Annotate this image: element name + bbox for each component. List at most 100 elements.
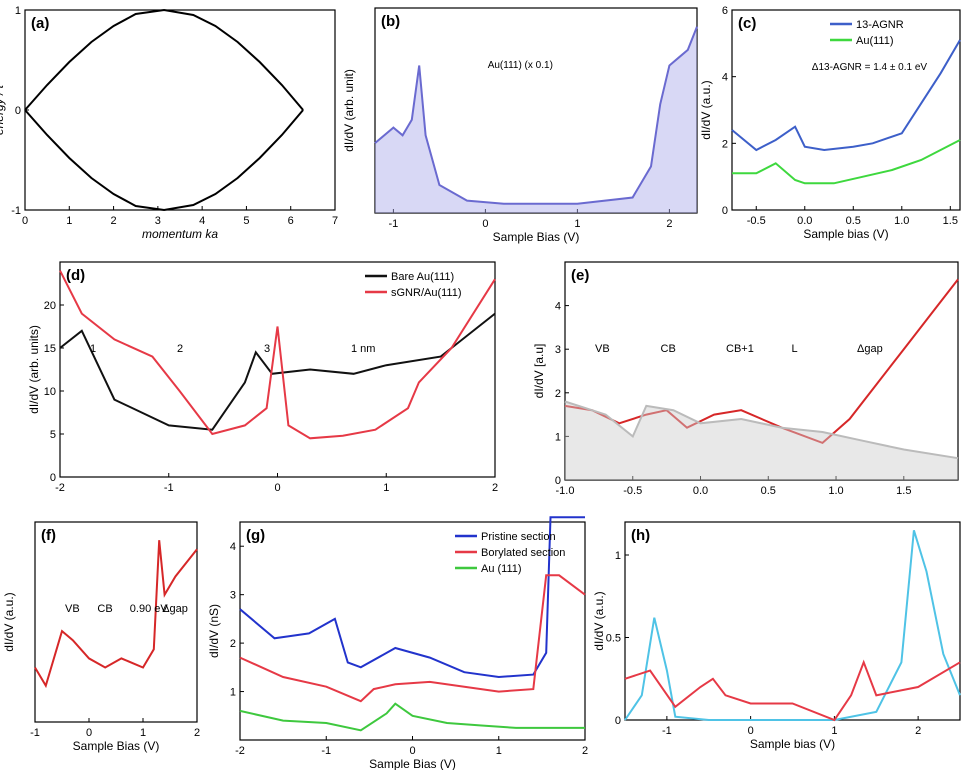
annotation-text: 2 [177, 343, 183, 355]
annotation-text: VB [65, 603, 80, 615]
plot-frame [564, 261, 959, 481]
x-tick-label: 0.5 [761, 485, 776, 497]
annotation-text: 3 [264, 343, 270, 355]
panel-label: (g) [246, 527, 265, 544]
annotation-text: CB [97, 603, 112, 615]
annotation-text: VB [595, 343, 610, 355]
series-line [624, 530, 961, 721]
y-axis-label: dI/dV (nS) [207, 604, 221, 658]
legend-entry: 13-AGNR [856, 19, 904, 31]
x-tick-label: 2 [194, 727, 200, 739]
legend-entry: Au (111) [481, 563, 522, 575]
x-axis-label: Sample Bias (V) [369, 757, 456, 770]
y-axis-label: dI/dV (arb. unit) [342, 69, 356, 152]
chart-panel-g: -2 -1 0 1 2 1 2 3 4 (g) Sample Bias (V) dI/dV (nS) P… [207, 516, 588, 770]
series-line [34, 540, 198, 689]
annotation-text: 1 [90, 343, 96, 355]
annotation-text: Δgap [857, 343, 883, 355]
y-tick-label: 0 [615, 715, 621, 727]
series-line [564, 400, 959, 460]
y-axis-label: dI/dV (a.u.) [2, 592, 16, 651]
panel-label: (h) [631, 527, 650, 544]
series-line [731, 39, 961, 152]
x-tick-label: 7 [332, 215, 338, 227]
y-tick-label: 4 [555, 301, 561, 313]
y-tick-label: 1 [555, 431, 561, 443]
x-tick-label: 0 [274, 482, 280, 494]
x-tick-label: 2 [582, 745, 588, 757]
panel-label: (e) [571, 267, 589, 284]
x-tick-label: 0 [748, 725, 754, 737]
plot-frame [34, 521, 198, 723]
y-tick-label: 10 [44, 386, 56, 398]
series-line [239, 574, 586, 703]
x-tick-label: -2 [235, 745, 245, 757]
plot-frame [24, 9, 336, 211]
y-tick-label: 6 [722, 5, 728, 17]
x-tick-label: -0.5 [623, 485, 642, 497]
x-axis-label: momentum ka [142, 227, 218, 241]
series-fill [565, 401, 958, 480]
series-line [59, 312, 496, 431]
x-axis-label: Sample bias (V) [750, 737, 835, 751]
x-tick-label: 4 [199, 215, 205, 227]
y-axis-label: dI/dV [a.u] [532, 344, 546, 399]
y-axis-label: dI/dV (a.u.) [592, 591, 606, 650]
x-tick-label: -1.0 [556, 485, 575, 497]
plot-frame [374, 7, 698, 214]
y-tick-label: 5 [50, 429, 56, 441]
plot-frame [731, 9, 961, 211]
series-fill [375, 26, 697, 213]
x-tick-label: 0.0 [693, 485, 708, 497]
series-line [732, 139, 961, 185]
x-tick-label: 0 [22, 215, 28, 227]
x-tick-label: -1 [662, 725, 672, 737]
x-tick-label: 0 [482, 218, 488, 230]
chart-panel-b: -1 0 1 2 (b) Sample Bias (V) dI/dV (arb. unit)… [342, 7, 698, 244]
chart-panel-h: -1 0 1 2 0 0.5 1 (h) Sample bias (V) dI/dV (a.u.) [592, 521, 961, 751]
x-tick-label: 1 [66, 215, 72, 227]
x-tick-label: 1 [831, 725, 837, 737]
y-tick-label: 0 [15, 105, 21, 117]
series-line [239, 516, 585, 679]
y-tick-label: 4 [722, 72, 728, 84]
x-tick-label: 0 [86, 727, 92, 739]
x-tick-label: 1 [574, 218, 580, 230]
annotation-text: Δgap [162, 603, 188, 615]
annotation-text: Au(111) (x 0.1) [488, 60, 553, 71]
y-tick-label: 0 [555, 475, 561, 487]
x-tick-label: 0.0 [797, 215, 812, 227]
y-tick-label: 0 [722, 205, 728, 217]
y-axis-label: energy / t [0, 84, 6, 135]
panel-label: (f) [41, 527, 56, 544]
y-tick-label: 0 [50, 472, 56, 484]
series-line [564, 278, 959, 445]
legend-entry: Borylated section [481, 547, 565, 559]
x-tick-label: 3 [155, 215, 161, 227]
x-tick-label: 1.0 [828, 485, 843, 497]
x-tick-label: -0.5 [747, 215, 766, 227]
plot-frame [624, 521, 961, 721]
x-tick-label: 0.5 [846, 215, 861, 227]
x-tick-label: 1 [383, 482, 389, 494]
x-tick-label: 5 [243, 215, 249, 227]
y-axis-label: dI/dV (a.u.) [699, 80, 713, 139]
x-axis-label: Sample bias (V) [803, 227, 888, 241]
x-tick-label: -1 [389, 218, 399, 230]
y-tick-label: 15 [44, 343, 56, 355]
x-axis-label: Sample Bias (V) [493, 230, 580, 244]
legend-entry: Bare Au(111) [391, 271, 454, 283]
x-tick-label: 1.5 [943, 215, 958, 227]
legend-entry: sGNR/Au(111) [391, 287, 462, 299]
y-tick-label: 3 [555, 344, 561, 356]
annotation-text: L [792, 343, 798, 355]
panel-label: (b) [381, 13, 400, 30]
annotation-text: 0.90 eV [130, 603, 169, 615]
series-line [24, 109, 304, 212]
y-tick-label: 4 [230, 541, 236, 553]
y-tick-label: 2 [230, 638, 236, 650]
x-tick-label: 1.5 [896, 485, 911, 497]
chart-panel-f: -1 0 1 2 (f) Sample Bias (V) dI/dV (a.u.) VB CB 0… [2, 521, 200, 753]
